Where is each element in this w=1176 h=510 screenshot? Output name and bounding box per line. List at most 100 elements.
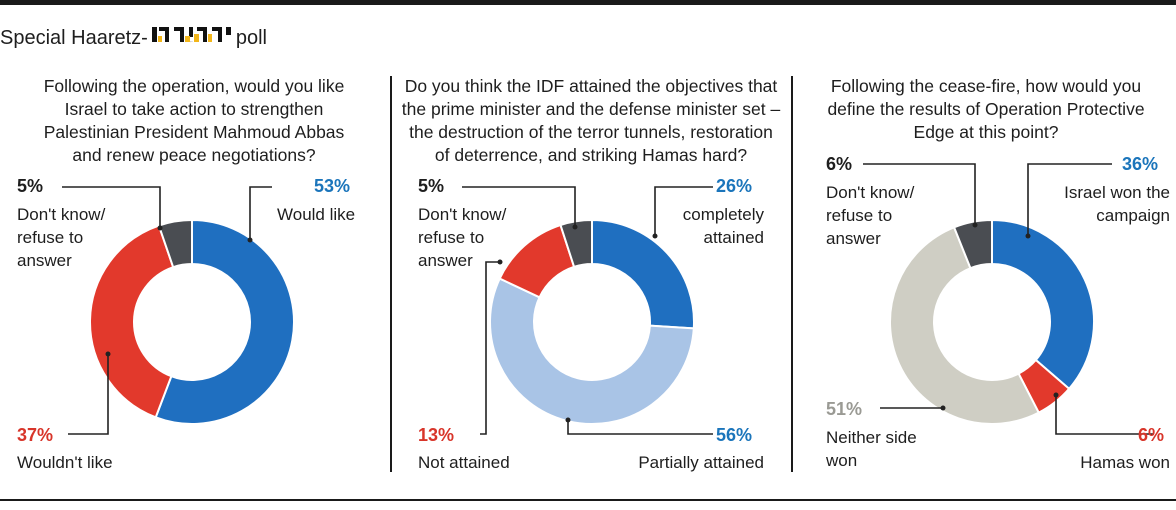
leader-dot [1025,233,1031,239]
label-line: answer [418,251,473,270]
divider-2 [791,76,793,472]
question-2: Do you think the IDF attained the object… [396,75,786,167]
donut-slice-3-1 [991,218,1095,391]
leader-line-c2-partially [567,420,713,435]
label-line: answer [17,251,72,270]
question-2-line: the destruction of the terror tunnels, r… [409,122,773,142]
header-prefix: Special Haaretz- [0,27,148,49]
leader-dot [1053,392,1059,398]
donut-chart-3 [889,218,1095,425]
donut-slice-2-1 [591,218,695,330]
label-line: attained [703,228,765,247]
label-line: Not attained [418,453,510,472]
question-1: Following the operation, would you like … [8,75,380,167]
dialog-logo: דיאלוג [151,27,231,43]
label-line: Would like [277,205,356,224]
question-3-line: Edge at this point? [913,122,1059,142]
question-1-line: and renew peace negotiations? [72,145,316,165]
leader-line-c1-wouldntlike [68,354,109,435]
leader-dot [247,237,253,243]
divider-1 [390,76,392,472]
leader-dot [652,233,658,239]
label-line: answer [826,229,881,248]
donut-chart-2 [489,218,695,425]
label-line: refuse to [826,206,893,225]
label-line: refuse to [17,228,84,247]
c3-hamaswon-label: Hamas won [1050,451,1170,474]
question-3-line: Following the cease-fire, how would you [830,76,1142,96]
leader-line-c2-dontknow [462,186,576,227]
donut-slice-2-2 [489,277,695,425]
donut-slice-3-4 [952,218,993,270]
label-line: Don't know/ [17,205,106,224]
label-line: Hamas won [1080,453,1170,472]
donut-chart-1 [89,218,295,425]
c1-dontknow-pct: 5% [17,176,44,196]
leader-line-c3-dontknow [863,163,976,225]
label-line: Don't know/ [418,205,507,224]
label-line: campaign [1096,206,1170,225]
c3-neither-pct: 51% [826,399,863,419]
donut-slice-3-3 [889,226,1041,425]
label-line: refuse to [418,228,485,247]
leader-lines [62,163,1154,435]
question-2-line: the prime minister and the defense minis… [401,99,781,119]
leader-dot [940,405,946,411]
c2-notattained-pct: 13% [418,425,455,445]
question-1-line: Following the operation, would you like [43,76,345,96]
c2-partially-pct: 56% [716,425,753,445]
c2-completely-pct: 26% [716,176,753,196]
c2-completely-label: completely attained [660,203,764,249]
c3-neither-label: Neither side won [826,426,917,472]
label-line: Partially attained [638,453,764,472]
c2-notattained-label: Not attained [418,451,510,474]
question-2-line: of deterrence, and striking Hamas hard? [434,145,748,165]
leader-line-c2-completely [654,186,713,236]
question-1-line: Palestinian President Mahmoud Abbas [43,122,345,142]
leader-line-c1-dontknow [62,186,161,228]
label-line: Israel won the [1064,183,1170,202]
question-1-line: Israel to take action to strengthen [64,99,324,119]
c1-wouldntlike-label: Wouldn't like [17,451,113,474]
label-line: Neither side [826,428,917,447]
question-3-line: define the results of Operation Protecti… [827,99,1145,119]
c2-dontknow-pct: 5% [418,176,445,196]
poll-header: Special Haaretz- דיאלוג poll [0,24,267,51]
c3-hamaswon-pct: 6% [1138,425,1165,445]
label-line: won [826,451,858,470]
label-line: completely [682,205,764,224]
leader-line-c3-israelwon [1027,163,1112,236]
c3-israelwon-label: Israel won the campaign [1036,181,1170,227]
c1-wouldlike-label: Would like [277,203,355,226]
c1-wouldntlike-pct: 37% [17,425,54,445]
c3-israelwon-pct: 36% [1122,154,1159,174]
bottom-rule [0,499,1176,501]
leader-dot [565,417,571,423]
c3-dontknow-label: Don't know/ refuse to answer [826,181,914,250]
c2-dontknow-label: Don't know/ refuse to answer [418,203,506,272]
leader-line-c3-hamaswon [1055,395,1154,435]
logo-text: דיאלוג [190,40,193,43]
c1-wouldlike-pct: 53% [314,176,351,196]
leader-dot [972,222,978,228]
question-2-line: Do you think the IDF attained the object… [404,76,778,96]
leader-dot [572,224,578,230]
donut-slice-1-1 [154,218,295,425]
question-3: Following the cease-fire, how would you … [800,75,1172,144]
donut-slice-2-4 [559,218,593,269]
leader-dots [105,222,1059,423]
donut-slice-1-3 [157,218,193,269]
label-line: Don't know/ [826,183,915,202]
header-suffix: poll [235,27,267,49]
donut-slice-1-2 [89,224,175,419]
leader-dot [497,259,503,265]
leader-line-c2-notattained [480,261,500,435]
leader-dot [105,351,111,357]
label-line: Wouldn't like [17,453,113,472]
c2-partially-label: Partially attained [604,451,764,474]
c1-dontknow-label: Don't know/ refuse to answer [17,203,105,272]
leader-line-c1-wouldlike [249,186,272,240]
top-rule [0,0,1176,5]
c3-dontknow-pct: 6% [826,154,853,174]
